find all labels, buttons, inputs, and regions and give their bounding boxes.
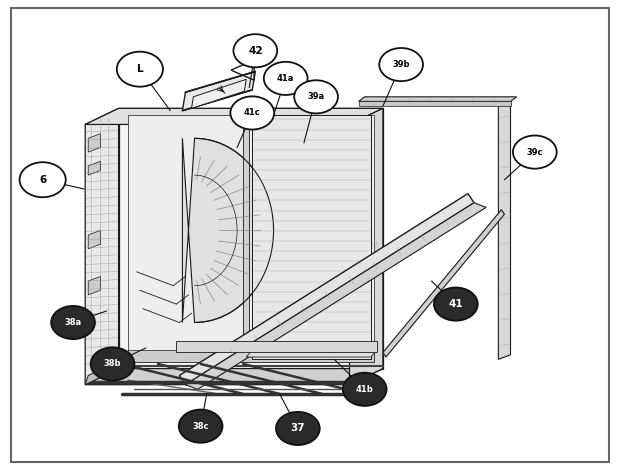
Circle shape — [294, 80, 338, 113]
Circle shape — [434, 288, 477, 321]
Polygon shape — [88, 133, 100, 152]
Polygon shape — [246, 350, 377, 357]
Text: 37: 37 — [291, 423, 305, 433]
Polygon shape — [118, 108, 383, 368]
Polygon shape — [85, 360, 122, 384]
Polygon shape — [128, 350, 374, 362]
Circle shape — [51, 306, 95, 339]
Circle shape — [179, 409, 223, 443]
Polygon shape — [182, 71, 255, 110]
Circle shape — [91, 347, 135, 381]
Text: 39b: 39b — [392, 60, 410, 69]
Circle shape — [513, 135, 557, 169]
Polygon shape — [350, 108, 383, 384]
Text: 6: 6 — [39, 175, 46, 185]
Polygon shape — [383, 210, 505, 357]
Circle shape — [234, 34, 277, 67]
Text: L: L — [136, 64, 143, 74]
Polygon shape — [243, 115, 249, 362]
Text: 38c: 38c — [192, 422, 209, 431]
Circle shape — [231, 96, 274, 130]
Polygon shape — [182, 138, 273, 322]
Polygon shape — [85, 108, 118, 384]
Text: ReplacementParts.com: ReplacementParts.com — [242, 238, 378, 251]
Polygon shape — [498, 102, 510, 360]
Text: 41c: 41c — [244, 109, 260, 118]
Polygon shape — [128, 115, 374, 362]
Polygon shape — [179, 194, 474, 384]
Polygon shape — [88, 161, 100, 175]
Circle shape — [264, 62, 308, 95]
Polygon shape — [88, 230, 100, 249]
Circle shape — [343, 373, 386, 406]
Circle shape — [379, 48, 423, 81]
Circle shape — [117, 52, 163, 86]
Polygon shape — [252, 115, 371, 360]
Polygon shape — [192, 79, 246, 108]
Polygon shape — [185, 203, 486, 389]
Text: 39c: 39c — [526, 148, 543, 157]
Text: 41b: 41b — [356, 385, 374, 394]
Polygon shape — [85, 368, 383, 384]
Polygon shape — [88, 276, 100, 295]
Text: 41: 41 — [448, 299, 463, 309]
Polygon shape — [85, 108, 383, 125]
Circle shape — [20, 162, 66, 197]
Text: 38b: 38b — [104, 360, 122, 368]
Text: 38a: 38a — [64, 318, 82, 327]
Polygon shape — [176, 341, 377, 352]
Polygon shape — [358, 97, 516, 102]
Circle shape — [276, 412, 320, 445]
Text: 39a: 39a — [308, 92, 325, 102]
Text: 42: 42 — [248, 46, 263, 56]
Text: 41a: 41a — [277, 74, 294, 83]
Polygon shape — [358, 101, 510, 106]
